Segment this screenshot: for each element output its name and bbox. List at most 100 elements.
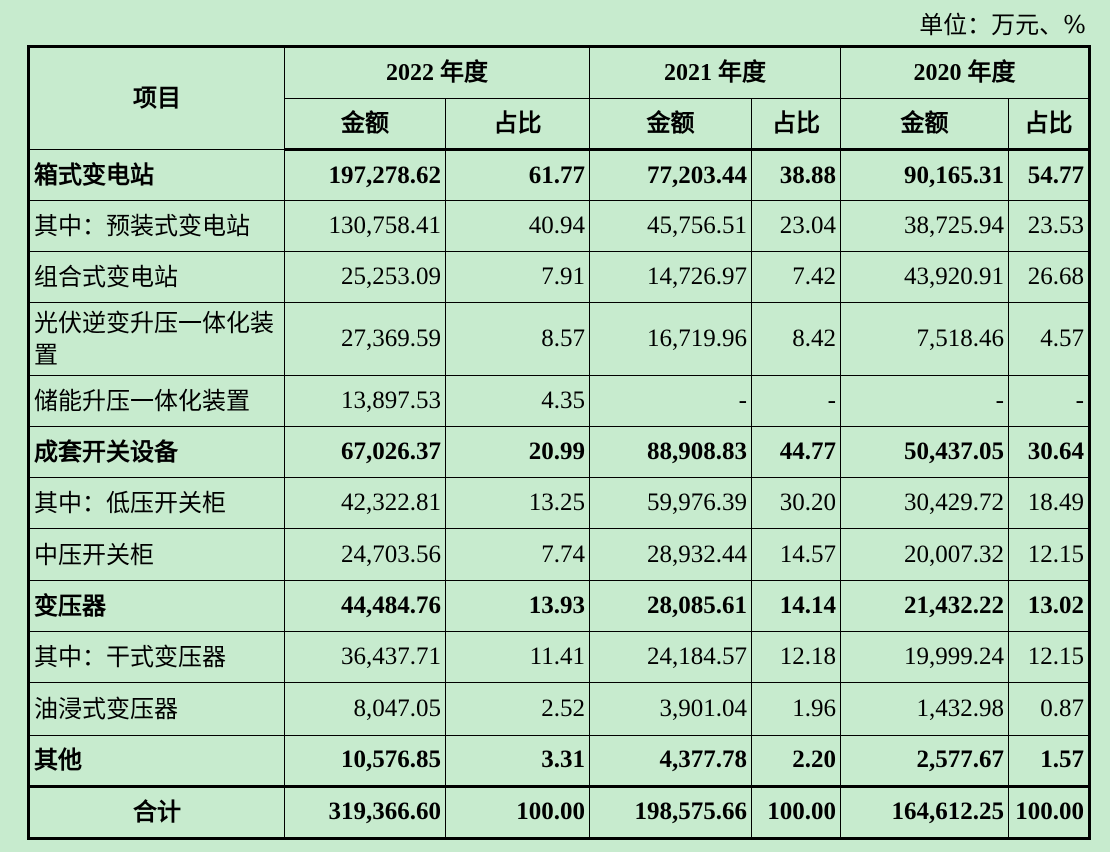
row-label: 箱式变电站 bbox=[28, 148, 285, 202]
header-year-2022: 2022 年度 bbox=[284, 46, 590, 99]
cell-ratio-2020: 12.15 bbox=[1008, 631, 1090, 684]
cell-ratio-2022: 8.57 bbox=[445, 302, 590, 376]
row-label: 油浸式变压器 bbox=[28, 682, 285, 736]
cell-amount-2021: 28,085.61 bbox=[589, 580, 752, 633]
cell-ratio-2021: 30.20 bbox=[751, 476, 841, 530]
row-label: 成套开关设备 bbox=[28, 425, 285, 478]
cell-amount-2020: 90,165.31 bbox=[840, 148, 1009, 202]
table-row: 箱式变电站 197,278.62 61.77 77,203.44 38.88 9… bbox=[28, 148, 1090, 202]
cell-amount-2022: 25,253.09 bbox=[284, 251, 446, 304]
cell-amount-2021: 45,756.51 bbox=[589, 200, 752, 253]
header-amount: 金额 bbox=[284, 98, 446, 151]
cell-ratio-2020: 12.15 bbox=[1008, 528, 1090, 582]
cell-amount-2021: 88,908.83 bbox=[589, 425, 752, 478]
cell-amount-2021: 4,377.78 bbox=[589, 734, 752, 787]
cell-ratio-2020: 30.64 bbox=[1008, 425, 1090, 478]
cell-amount-2021: 77,203.44 bbox=[589, 148, 752, 202]
cell-ratio-2020: 4.57 bbox=[1008, 302, 1090, 376]
cell-amount-2021: 24,184.57 bbox=[589, 631, 752, 684]
table-row: 变压器 44,484.76 13.93 28,085.61 14.14 21,4… bbox=[28, 580, 1090, 633]
table-row: 其中：低压开关柜 42,322.81 13.25 59,976.39 30.20… bbox=[28, 476, 1090, 530]
row-label: 变压器 bbox=[28, 580, 285, 633]
cell-amount-2020: 38,725.94 bbox=[840, 200, 1009, 253]
cell-amount-2022: 36,437.71 bbox=[284, 631, 446, 684]
total-ratio-2022: 100.00 bbox=[445, 784, 590, 840]
row-label: 储能升压一体化装置 bbox=[28, 374, 285, 427]
header-ratio: 占比 bbox=[751, 98, 841, 151]
table-row: 其中：干式变压器 36,437.71 11.41 24,184.57 12.18… bbox=[28, 631, 1090, 684]
cell-amount-2022: 130,758.41 bbox=[284, 200, 446, 253]
cell-ratio-2021: 14.57 bbox=[751, 528, 841, 582]
header-ratio: 占比 bbox=[1008, 98, 1090, 151]
cell-amount-2021: 28,932.44 bbox=[589, 528, 752, 582]
cell-amount-2020: 1,432.98 bbox=[840, 682, 1009, 736]
cell-ratio-2022: 13.93 bbox=[445, 580, 590, 633]
cell-ratio-2022: 7.91 bbox=[445, 251, 590, 304]
cell-ratio-2020: 1.57 bbox=[1008, 734, 1090, 787]
cell-amount-2022: 8,047.05 bbox=[284, 682, 446, 736]
total-amount-2021: 198,575.66 bbox=[589, 784, 752, 840]
cell-amount-2022: 27,369.59 bbox=[284, 302, 446, 376]
cell-ratio-2021: - bbox=[751, 374, 841, 427]
header-amount: 金额 bbox=[840, 98, 1009, 151]
cell-ratio-2022: 3.31 bbox=[445, 734, 590, 787]
cell-amount-2020: 7,518.46 bbox=[840, 302, 1009, 376]
cell-ratio-2020: 13.02 bbox=[1008, 580, 1090, 633]
row-label: 组合式变电站 bbox=[28, 251, 285, 304]
cell-ratio-2021: 8.42 bbox=[751, 302, 841, 376]
row-label: 光伏逆变升压一体化装置 bbox=[28, 302, 285, 376]
cell-amount-2020: 2,577.67 bbox=[840, 734, 1009, 787]
cell-amount-2021: - bbox=[589, 374, 752, 427]
total-ratio-2021: 100.00 bbox=[751, 784, 841, 840]
cell-amount-2022: 44,484.76 bbox=[284, 580, 446, 633]
header-ratio: 占比 bbox=[445, 98, 590, 151]
total-row: 合计 319,366.60 100.00 198,575.66 100.00 1… bbox=[28, 784, 1090, 840]
row-label: 其他 bbox=[28, 734, 285, 787]
header-item: 项目 bbox=[28, 46, 285, 150]
table-row: 中压开关柜 24,703.56 7.74 28,932.44 14.57 20,… bbox=[28, 528, 1090, 582]
cell-ratio-2021: 2.20 bbox=[751, 734, 841, 787]
header-amount: 金额 bbox=[589, 98, 752, 151]
header-year-2021: 2021 年度 bbox=[589, 46, 841, 99]
revenue-table: 项目 2022 年度 2021 年度 2020 年度 金额 占比 金额 占比 金… bbox=[27, 45, 1091, 840]
cell-amount-2020: 21,432.22 bbox=[840, 580, 1009, 633]
row-label: 中压开关柜 bbox=[28, 528, 285, 582]
cell-ratio-2020: 18.49 bbox=[1008, 476, 1090, 530]
cell-amount-2020: 19,999.24 bbox=[840, 631, 1009, 684]
cell-amount-2022: 24,703.56 bbox=[284, 528, 446, 582]
cell-ratio-2020: - bbox=[1008, 374, 1090, 427]
cell-ratio-2022: 7.74 bbox=[445, 528, 590, 582]
cell-ratio-2022: 2.52 bbox=[445, 682, 590, 736]
header-year-2020: 2020 年度 bbox=[840, 46, 1090, 99]
table-row: 油浸式变压器 8,047.05 2.52 3,901.04 1.96 1,432… bbox=[28, 682, 1090, 736]
cell-ratio-2021: 23.04 bbox=[751, 200, 841, 253]
cell-amount-2021: 3,901.04 bbox=[589, 682, 752, 736]
cell-ratio-2022: 4.35 bbox=[445, 374, 590, 427]
cell-amount-2022: 67,026.37 bbox=[284, 425, 446, 478]
cell-amount-2022: 42,322.81 bbox=[284, 476, 446, 530]
total-amount-2022: 319,366.60 bbox=[284, 784, 446, 840]
table-row: 光伏逆变升压一体化装置 27,369.59 8.57 16,719.96 8.4… bbox=[28, 302, 1090, 376]
cell-ratio-2022: 11.41 bbox=[445, 631, 590, 684]
cell-ratio-2022: 13.25 bbox=[445, 476, 590, 530]
cell-ratio-2021: 12.18 bbox=[751, 631, 841, 684]
cell-ratio-2020: 54.77 bbox=[1008, 148, 1090, 202]
cell-amount-2021: 14,726.97 bbox=[589, 251, 752, 304]
cell-ratio-2022: 40.94 bbox=[445, 200, 590, 253]
row-label: 其中：低压开关柜 bbox=[28, 476, 285, 530]
cell-amount-2020: 50,437.05 bbox=[840, 425, 1009, 478]
table-row: 成套开关设备 67,026.37 20.99 88,908.83 44.77 5… bbox=[28, 425, 1090, 478]
cell-ratio-2021: 7.42 bbox=[751, 251, 841, 304]
cell-amount-2020: 20,007.32 bbox=[840, 528, 1009, 582]
row-label: 其中：预装式变电站 bbox=[28, 200, 285, 253]
unit-label: 单位：万元、% bbox=[919, 11, 1086, 39]
total-label: 合计 bbox=[28, 784, 285, 840]
row-label: 其中：干式变压器 bbox=[28, 631, 285, 684]
cell-ratio-2020: 0.87 bbox=[1008, 682, 1090, 736]
cell-ratio-2020: 23.53 bbox=[1008, 200, 1090, 253]
table-row: 组合式变电站 25,253.09 7.91 14,726.97 7.42 43,… bbox=[28, 251, 1090, 304]
cell-ratio-2022: 61.77 bbox=[445, 148, 590, 202]
cell-amount-2020: 43,920.91 bbox=[840, 251, 1009, 304]
cell-ratio-2020: 26.68 bbox=[1008, 251, 1090, 304]
cell-amount-2022: 197,278.62 bbox=[284, 148, 446, 202]
